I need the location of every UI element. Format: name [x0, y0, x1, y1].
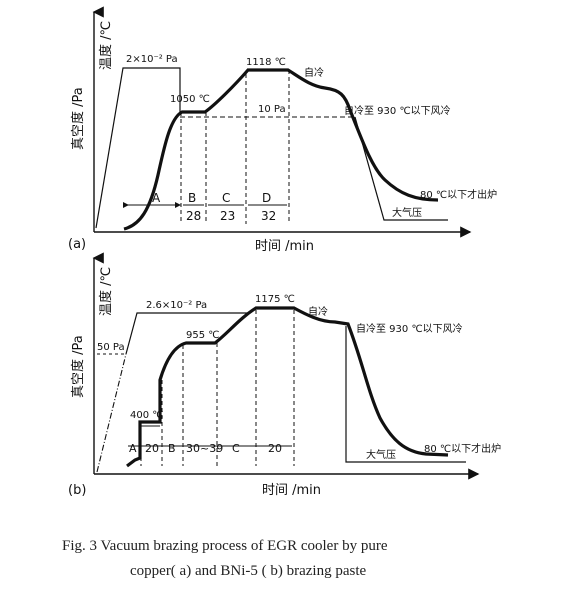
- stage-label-a-D: D: [262, 191, 271, 205]
- annot-temp2-a: 1118 ℃: [246, 57, 286, 68]
- annot-temp3-b: 1175 ℃: [255, 294, 295, 305]
- annot-atmosphere-b: 大气压: [366, 448, 396, 461]
- panel-label-a: (a): [68, 237, 86, 252]
- ylabel-temperature-a: 温度 /℃: [98, 21, 114, 70]
- chart-panel-a: 真空度 /Pa 温度 /℃ 时间 /min (a) A B C D 28 23 …: [68, 6, 497, 254]
- temperature-curve-b: [126, 306, 449, 468]
- temperature-curve-a: [123, 68, 439, 231]
- annot-atmosphere-a: 大气压: [392, 206, 422, 219]
- vacuum-curve-b-rise: [96, 353, 127, 473]
- annot-vacuum-high-b: 2.6×10⁻² Pa: [146, 300, 207, 311]
- stage-label-b-A: A: [129, 442, 137, 455]
- annot-temp1-b: 400 ℃: [130, 410, 164, 421]
- stage-label-a-B: B: [188, 191, 196, 205]
- ylabel-temperature-b: 温度 /℃: [98, 267, 114, 316]
- vacuum-curve-a: [95, 67, 181, 229]
- annot-fan-cool-b: 自冷至 930 ℃以下风冷: [356, 322, 463, 335]
- stage-label-b-B: B: [168, 442, 176, 455]
- stage-duration-b-1: 20: [145, 442, 159, 455]
- figure-caption-line2: copper( a) and BNi-5 ( b) brazing paste: [130, 563, 367, 579]
- panel-label-b: (b): [68, 483, 86, 498]
- figure-caption-line1: Fig. 3 Vacuum brazing process of EGR coo…: [62, 538, 388, 554]
- annot-fan-cool-a: 自冷至 930 ℃以下风冷: [344, 104, 451, 117]
- xlabel-a: 时间 /min: [255, 239, 314, 254]
- annot-unload-b: 80 ℃以下才出炉: [424, 442, 501, 455]
- annot-vacuum-low-a: 10 Pa: [258, 104, 286, 115]
- ylabel-vacuum-b: 真空度 /Pa: [70, 335, 86, 398]
- stage-duration-b-3: 20: [268, 442, 282, 455]
- stage-duration-a-D: 32: [261, 209, 276, 223]
- vacuum-recovery-a: [354, 116, 448, 221]
- annot-unload-a: 80 ℃以下才出炉: [420, 188, 497, 201]
- annot-temp1-a: 1050 ℃: [170, 94, 210, 105]
- ylabel-vacuum-a: 真空度 /Pa: [70, 87, 86, 150]
- chart-panel-b: 真空度 /Pa 温度 /℃ 时间 /min (b) A B C 20 30~39…: [68, 252, 501, 498]
- xlabel-b: 时间 /min: [262, 483, 321, 498]
- vacuum-recovery-b: [345, 326, 466, 463]
- stage-duration-a-B: 28: [186, 209, 201, 223]
- stage-label-a-A: A: [152, 191, 161, 205]
- annot-temp2-b: 955 ℃: [186, 330, 220, 341]
- annot-self-cool-b: 自冷: [308, 305, 328, 318]
- stage-duration-b-2: 30~39: [186, 442, 223, 455]
- annot-self-cool-a: 自冷: [304, 66, 324, 79]
- stage-label-b-C: C: [232, 442, 240, 455]
- annot-vacuum-high-a: 2×10⁻² Pa: [126, 54, 178, 65]
- stage-duration-a-C: 23: [220, 209, 235, 223]
- stage-label-a-C: C: [222, 191, 230, 205]
- annot-vacuum-low-b: 50 Pa: [97, 342, 125, 353]
- vacuum-curve-b: [125, 312, 250, 355]
